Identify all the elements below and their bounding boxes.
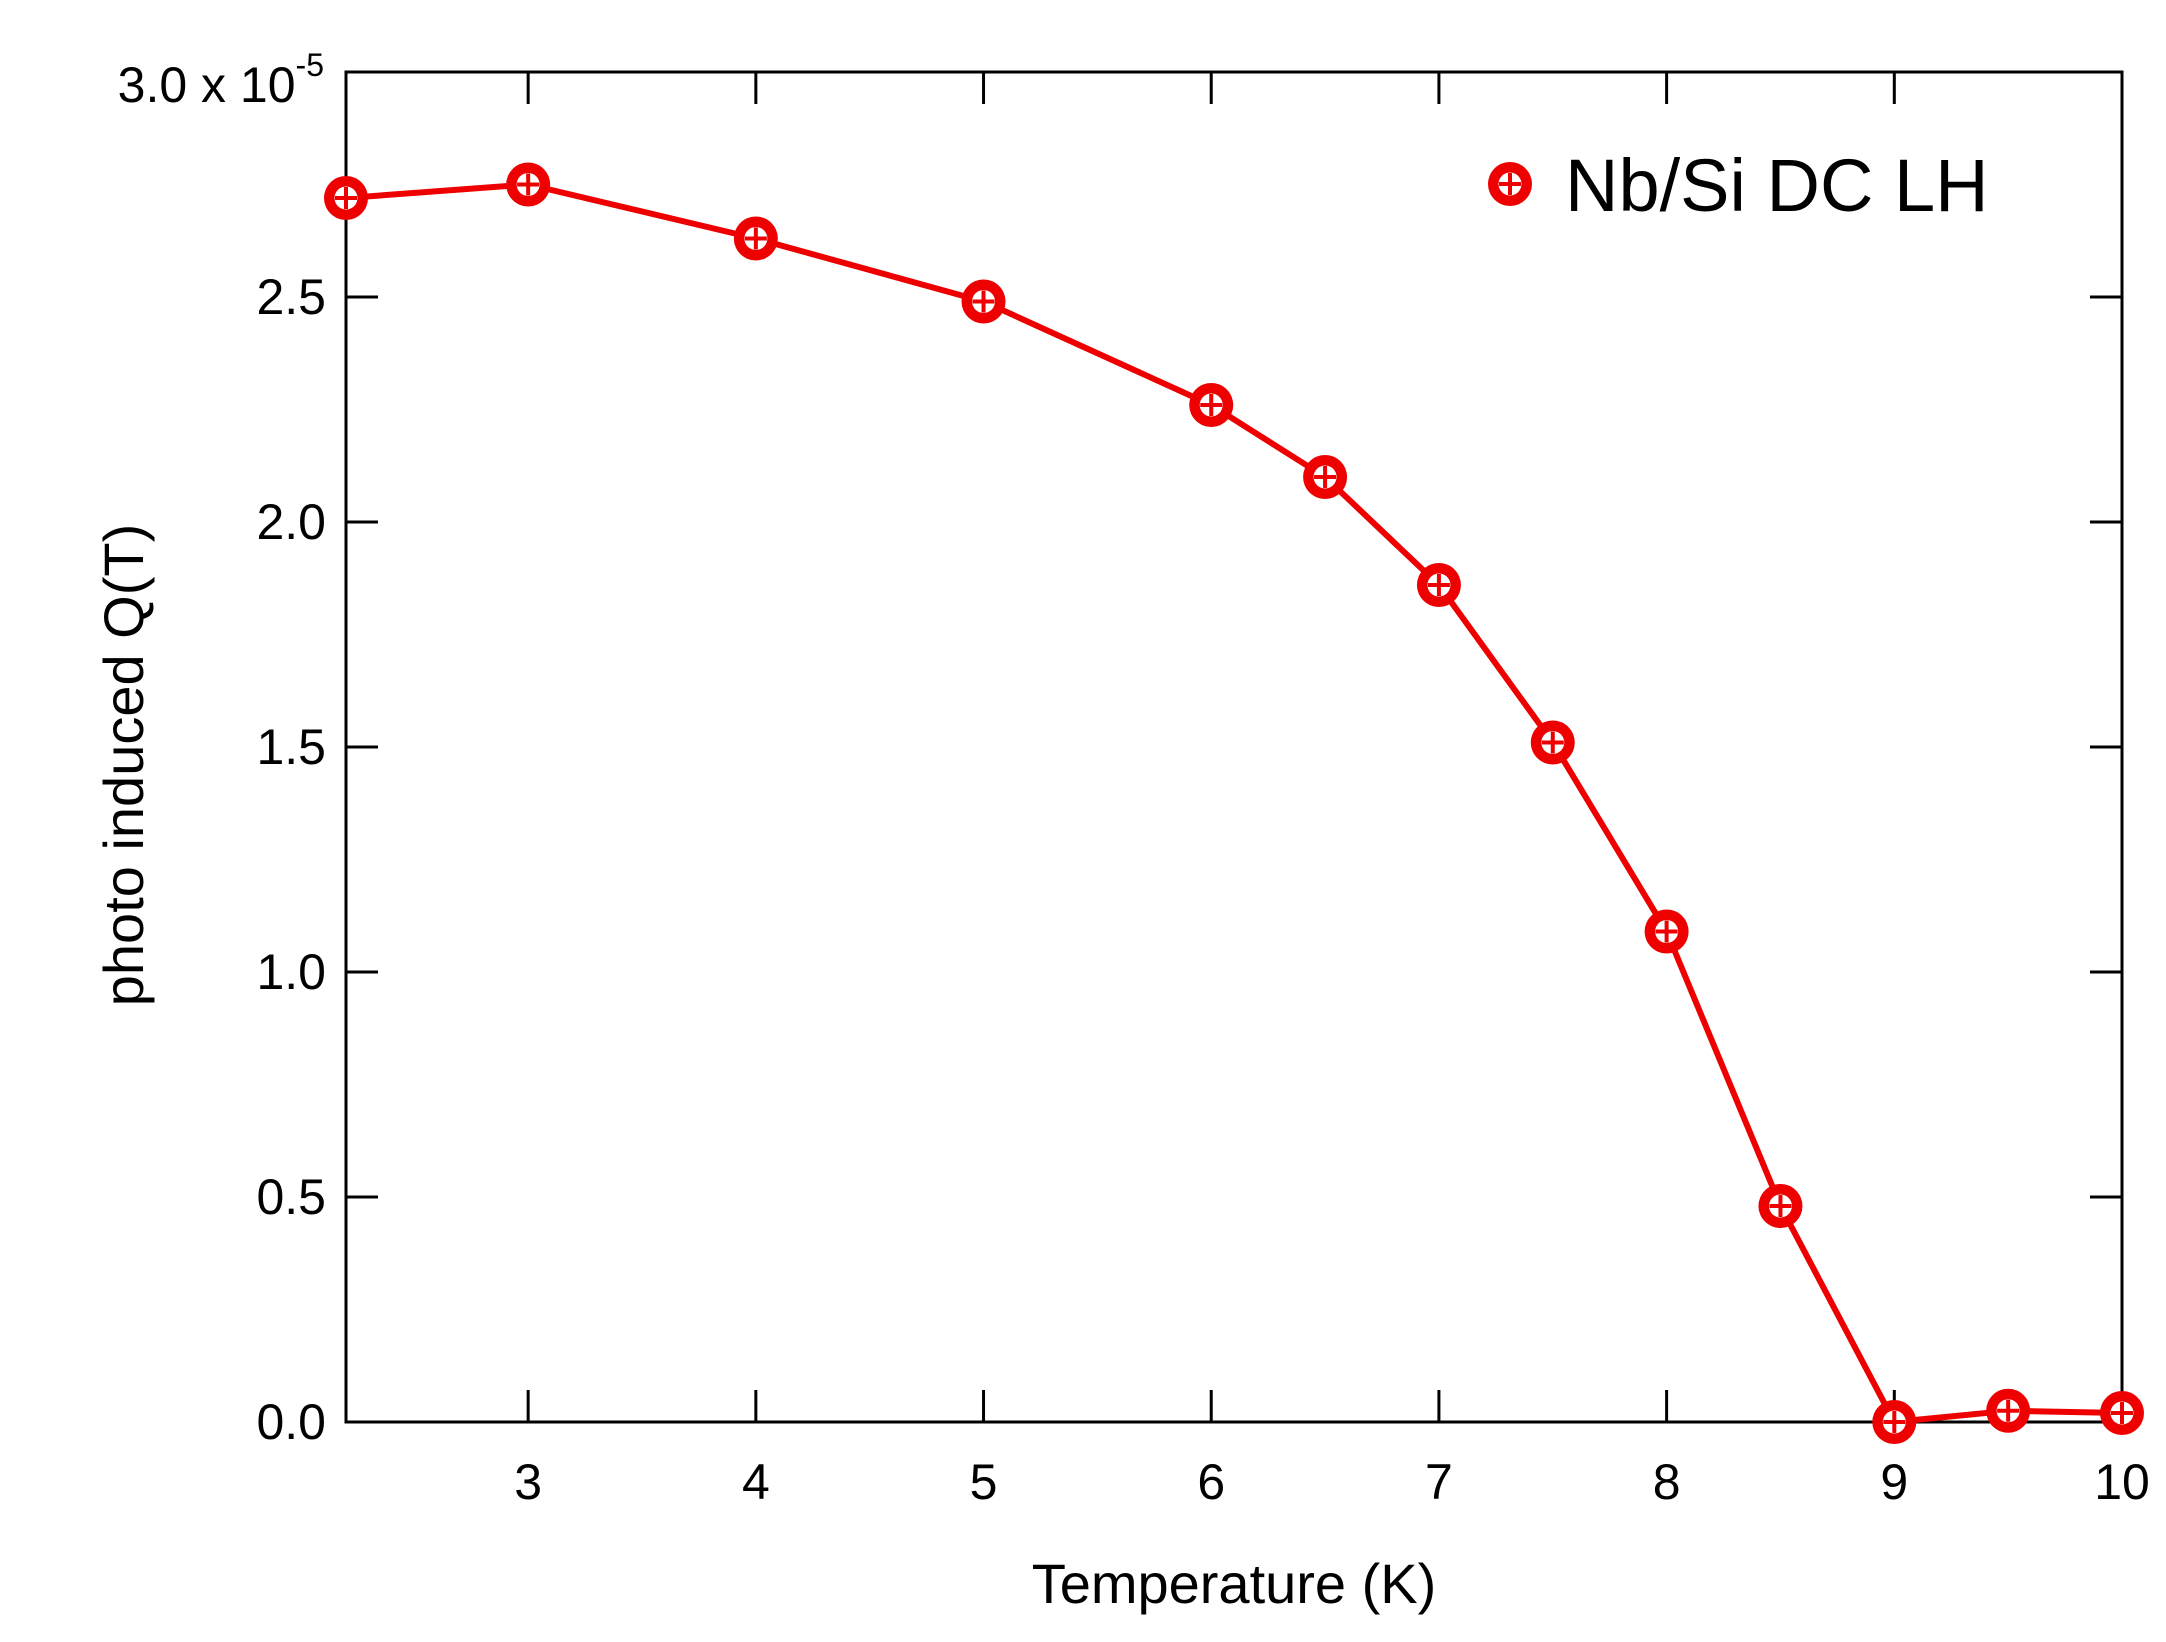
y-tick-label: 1.5 [256,719,326,775]
legend-marker [1488,162,1532,206]
data-point [506,162,551,207]
y-scale-label: 3.0 x 10-5 [118,47,324,113]
x-tick-label: 9 [1880,1454,1908,1510]
series-layer [324,162,2144,1444]
axis-ticks [346,72,2124,1424]
x-tick-label: 6 [1197,1454,1225,1510]
series-line [345,181,2123,1425]
axis-titles: Temperature (K) photo induced Q(T) [92,524,1436,1615]
data-point [1872,1400,1917,1444]
y-tick-label: 0.5 [256,1169,326,1225]
y-axis-title: photo induced Q(T) [92,524,155,1006]
x-tick-label: 10 [2094,1454,2150,1510]
x-axis-title: Temperature (K) [1032,1552,1437,1615]
data-point [961,279,1006,324]
x-tick-label: 5 [970,1454,998,1510]
x-tick-label: 8 [1653,1454,1681,1510]
x-tick-label: 3 [514,1454,542,1510]
data-point [1530,720,1575,765]
data-point [1303,455,1348,499]
x-tick-label: 7 [1425,1454,1453,1510]
tick-labels: 3 4 5 6 7 8 9 10 0.0 0.5 1.0 1.5 2.0 2.5 3.0 x 10-5 [118,47,2150,1510]
data-point [1189,383,1234,427]
y-scale-base: 3.0 x 10 [118,57,296,113]
data-point [2100,1391,2144,1435]
legend: Nb/Si DC LH [1488,144,1989,227]
data-point [733,216,778,261]
y-tick-label: 0.0 [256,1394,326,1450]
data-point [1416,563,1461,607]
legend-label: Nb/Si DC LH [1565,144,1989,227]
y-scale-exponent: -5 [296,47,324,83]
plot-frame [344,70,2124,1424]
data-point [1986,1388,2031,1433]
y-tick-label: 2.0 [256,494,326,550]
data-point [1644,909,1689,954]
x-tick-label: 4 [742,1454,770,1510]
y-tick-label: 2.5 [256,269,326,325]
y-tick-label: 1.0 [256,944,326,1000]
plot-axes [344,70,2124,1424]
data-point [1758,1184,1803,1228]
data-point [324,176,368,220]
